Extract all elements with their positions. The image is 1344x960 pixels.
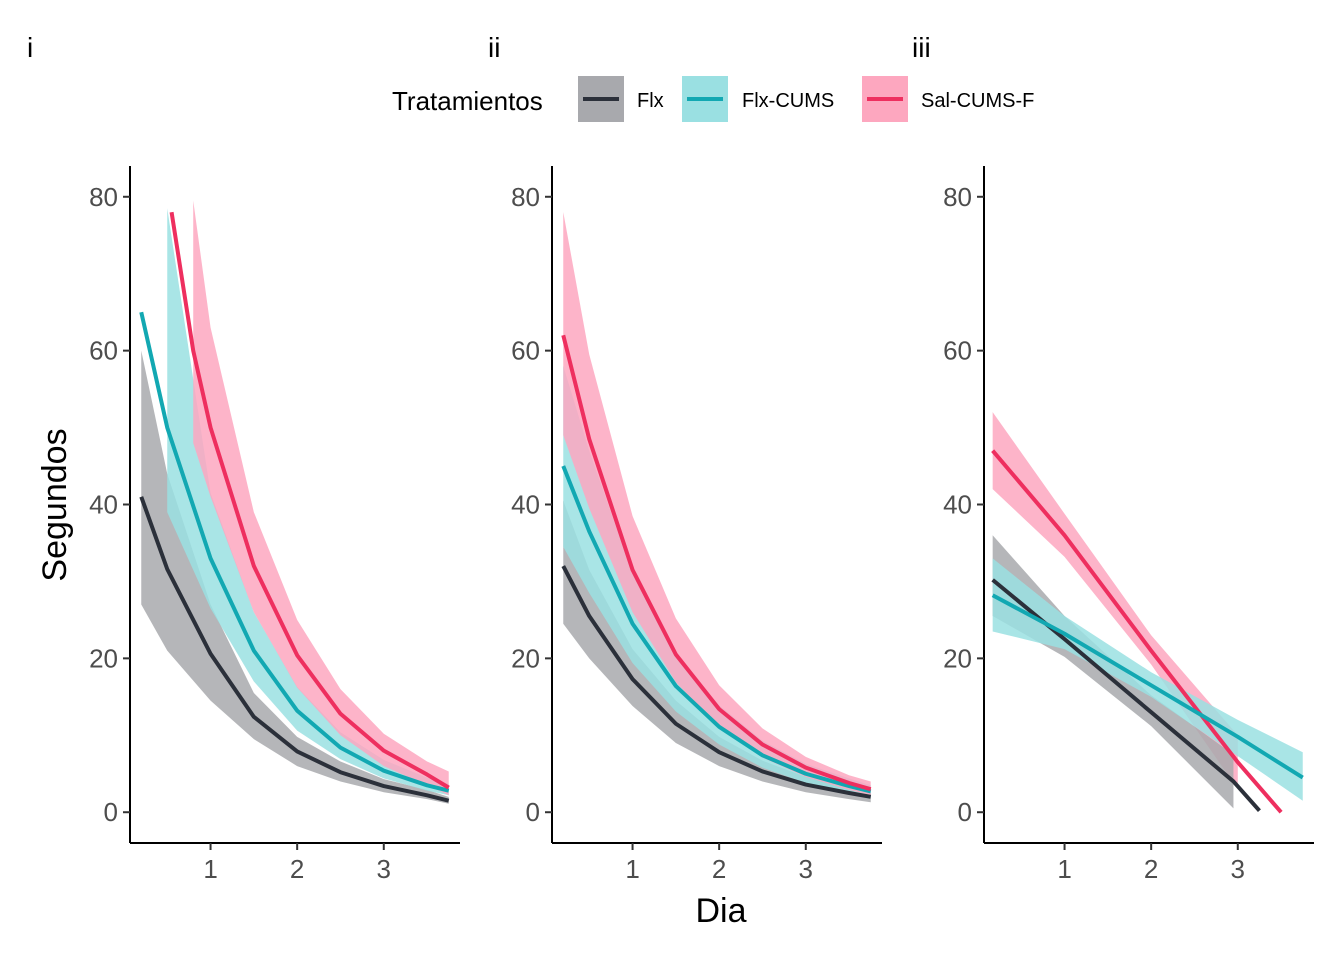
x-tick-label: 1	[1057, 854, 1071, 884]
confidence-band-flxcums	[992, 558, 1303, 801]
y-tick-label: 60	[943, 336, 972, 366]
x-tick-label: 3	[377, 854, 391, 884]
y-tick-label: 0	[104, 797, 118, 827]
x-tick-label: 3	[799, 854, 813, 884]
x-tick-label: 2	[1144, 854, 1158, 884]
y-tick-label: 40	[89, 490, 118, 520]
y-tick-label: 80	[511, 182, 540, 212]
legend-label-sal-cums-f: Sal-CUMS-F	[921, 90, 1034, 112]
y-tick-label: 60	[511, 336, 540, 366]
panel-tag-iii: iii	[912, 32, 931, 63]
x-tick-label: 2	[290, 854, 304, 884]
y-tick-label: 0	[526, 797, 540, 827]
legend-item-sal-cums-f: Sal-CUMS-F	[862, 76, 1034, 122]
confidence-band-flx	[141, 350, 449, 804]
series-line-salcums	[561, 334, 872, 792]
confidence-band-salcums	[563, 212, 871, 796]
y-tick-label: 80	[89, 182, 118, 212]
series-line-flx	[139, 496, 450, 803]
legend-label-flx: Flx	[637, 90, 664, 112]
series-line-flx	[561, 565, 872, 799]
x-tick-label: 2	[712, 854, 726, 884]
legend-label-flx-cums: Flx-CUMS	[742, 90, 834, 112]
series-line-flxcums	[991, 593, 1304, 780]
legend: Tratamientos Flx Flx-CUMS Sal-CUMS-F	[392, 76, 1034, 122]
series-line-salcums	[169, 211, 450, 790]
y-tick-label: 80	[943, 182, 972, 212]
series-line-salcums	[991, 449, 1283, 814]
y-tick-label: 20	[89, 643, 118, 673]
panel-iii: 0 20 40 60 80 1 2 3	[943, 166, 1314, 884]
x-axis-title: Dia	[695, 892, 746, 930]
confidence-band-flxcums	[167, 208, 449, 796]
x-tick-label: 1	[625, 854, 639, 884]
y-tick-label: 20	[511, 643, 540, 673]
x-tick-label: 3	[1231, 854, 1245, 884]
panel-i: 0 20 40 60 80 1 2 3	[89, 166, 460, 884]
panel-tag-i: i	[27, 32, 33, 63]
panel-tag-ii: ii	[488, 32, 500, 63]
panel-ii: 0 20 40 60 80 1 2 3	[511, 166, 882, 884]
x-tick-label: 1	[203, 854, 217, 884]
y-tick-label: 60	[89, 336, 118, 366]
y-tick-label: 20	[943, 643, 972, 673]
legend-item-flx: Flx	[578, 76, 664, 122]
y-tick-label: 40	[943, 490, 972, 520]
series-line-flxcums	[561, 465, 872, 794]
y-axis-title: Segundos	[36, 428, 74, 581]
y-tick-label: 0	[958, 797, 972, 827]
legend-title: Tratamientos	[392, 86, 543, 116]
legend-item-flx-cums: Flx-CUMS	[682, 76, 834, 122]
series-line-flxcums	[139, 311, 450, 793]
confidence-band-salcums	[193, 200, 449, 796]
y-tick-label: 40	[511, 490, 540, 520]
